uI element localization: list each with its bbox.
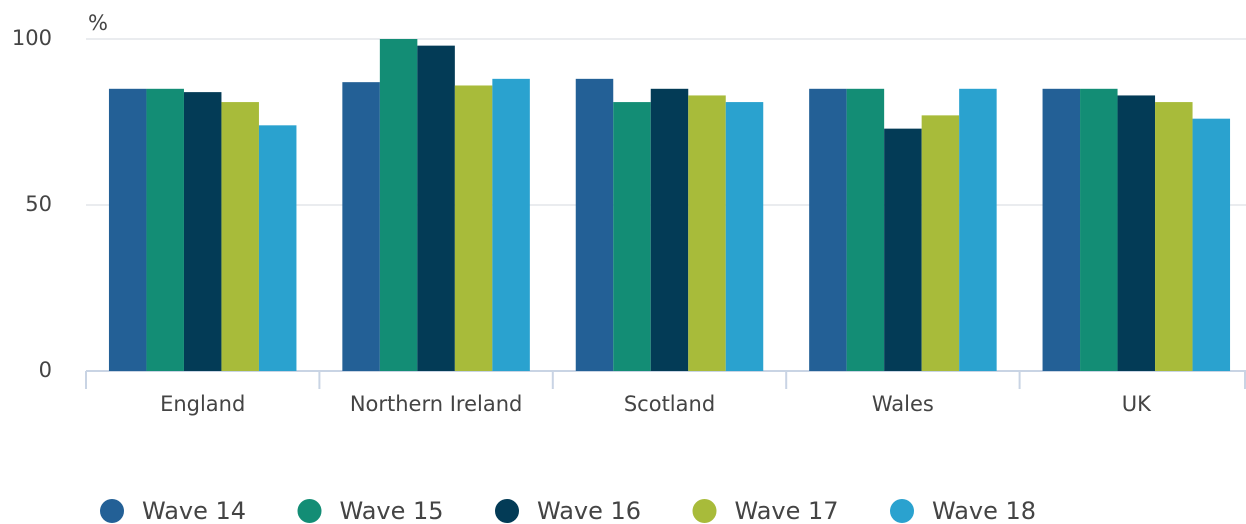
legend-marker xyxy=(495,499,519,523)
bar xyxy=(379,39,418,371)
bar xyxy=(884,128,922,371)
legend-marker xyxy=(100,499,124,523)
bar xyxy=(417,45,455,371)
bar xyxy=(688,95,726,371)
legend-label: Wave 16 xyxy=(537,497,641,524)
bar xyxy=(921,115,960,371)
bar xyxy=(454,85,493,371)
bar xyxy=(1042,88,1081,372)
bar xyxy=(1080,88,1118,372)
bar xyxy=(342,82,380,371)
legend-label: Wave 14 xyxy=(142,497,246,524)
bar xyxy=(183,92,222,372)
bar xyxy=(108,88,147,372)
bar xyxy=(1192,118,1231,372)
bar xyxy=(809,88,847,372)
x-tick-label: UK xyxy=(1122,392,1152,416)
legend-marker xyxy=(890,499,914,523)
y-axis-label: % xyxy=(88,11,108,35)
bar xyxy=(725,102,764,371)
legend-marker xyxy=(297,499,322,523)
bar xyxy=(492,78,530,371)
bar xyxy=(613,102,651,371)
legend-marker xyxy=(692,499,717,523)
legend-label: Wave 17 xyxy=(735,497,839,524)
y-tick-label: 50 xyxy=(25,192,52,216)
bar xyxy=(1155,102,1193,371)
bar xyxy=(650,88,689,372)
x-tick-label: Scotland xyxy=(624,392,715,416)
x-tick-label: England xyxy=(160,392,245,416)
x-tick-label: Northern Ireland xyxy=(350,392,523,416)
y-tick-label: 0 xyxy=(39,358,52,382)
bar xyxy=(258,125,297,371)
x-tick-label: Wales xyxy=(872,392,934,416)
bar xyxy=(959,88,997,372)
legend-label: Wave 15 xyxy=(340,497,444,524)
bar xyxy=(1117,95,1156,371)
bar xyxy=(575,78,614,371)
legend-label: Wave 18 xyxy=(932,497,1036,524)
bar xyxy=(146,88,184,372)
y-tick-label: 100 xyxy=(12,26,52,50)
bar xyxy=(846,88,885,372)
bar xyxy=(221,102,259,371)
